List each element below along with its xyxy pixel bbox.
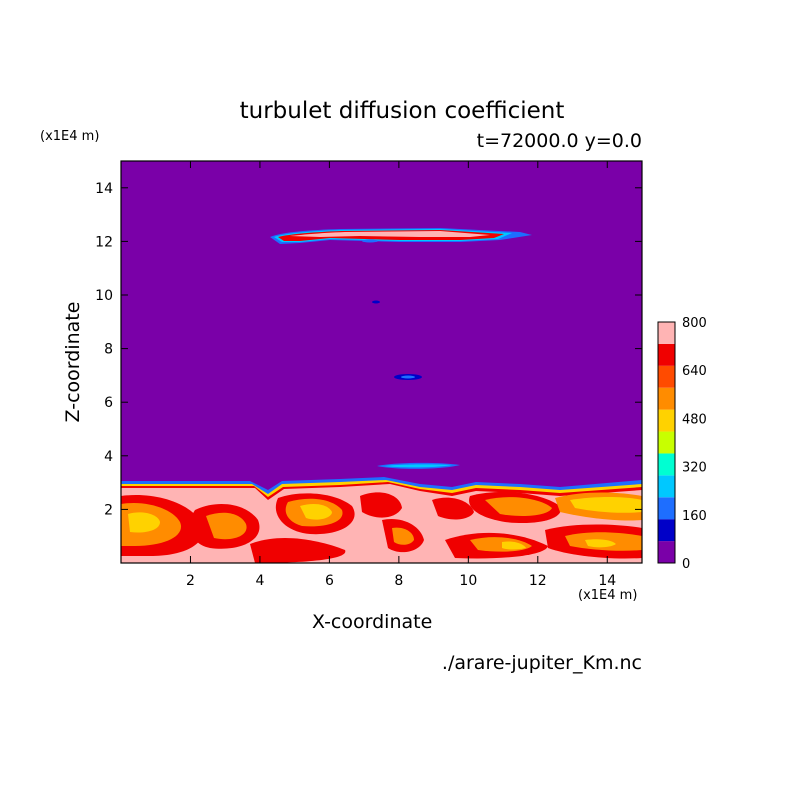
colorbar-tick-label: 0 [682,557,690,572]
small-feature-4-core [384,464,452,468]
y-tick-label: 12 [95,234,113,250]
plot-frame [120,160,643,564]
colorbar-segment [658,475,675,498]
colorbar-segment [658,497,675,520]
colorbar-segment [658,365,675,388]
small-feature-2 [372,300,380,304]
colorbar-segment [658,322,675,344]
colorbar-segment [658,431,675,454]
small-feature-3-core [401,375,415,379]
colorbar-tick-label: 480 [682,412,707,427]
x-axis-ticks: 2 4 6 8 10 12 14 [186,161,616,589]
y-tick-label: 4 [104,449,113,465]
plot-area [121,161,642,563]
x-tick-label: 4 [255,573,264,589]
chart-title: turbulet diffusion coefficient [239,98,565,124]
y-tick-label: 10 [95,288,113,304]
y-tick-label: 2 [104,502,113,518]
y-tick-label: 8 [104,342,113,358]
y-axis-label: Z-coordinate [62,301,84,423]
x-tick-label: 12 [529,573,547,589]
colorbar-segment [658,387,675,410]
x-axis-unit: (x1E4 m) [578,588,638,603]
x-axis-label: X-coordinate [312,611,433,633]
colorbar-segment [658,541,675,563]
small-feature-1 [362,239,378,243]
x-tick-label: 2 [186,573,195,589]
colorbar-segment [658,519,675,542]
chart-subtitle: t=72000.0 y=0.0 [476,130,642,152]
colorbar-segment [658,453,675,476]
colorbar-tick-label: 160 [682,509,707,524]
y-tick-label: 14 [95,181,113,197]
colorbar-segment [658,409,675,432]
x-tick-label: 6 [325,573,334,589]
x-tick-label: 8 [394,573,403,589]
upper-layer-feature [270,228,532,244]
colorbar-segment [658,343,675,366]
colorbar-tick-label: 640 [682,364,707,379]
x-tick-label: 14 [598,573,616,589]
colorbar: 0 160 320 480 640 800 [657,316,707,572]
colorbar-tick-label: 800 [682,316,707,331]
source-filename: ./arare-jupiter_Km.nc [441,652,642,674]
y-tick-label: 6 [104,395,113,411]
y-axis-unit: (x1E4 m) [40,129,100,144]
colorbar-frame [657,321,676,564]
y-axis-ticks: 2 4 6 8 10 12 14 [95,181,642,518]
x-tick-label: 10 [459,573,477,589]
boundary-eddies [121,491,642,563]
colorbar-tick-label: 320 [682,461,707,476]
